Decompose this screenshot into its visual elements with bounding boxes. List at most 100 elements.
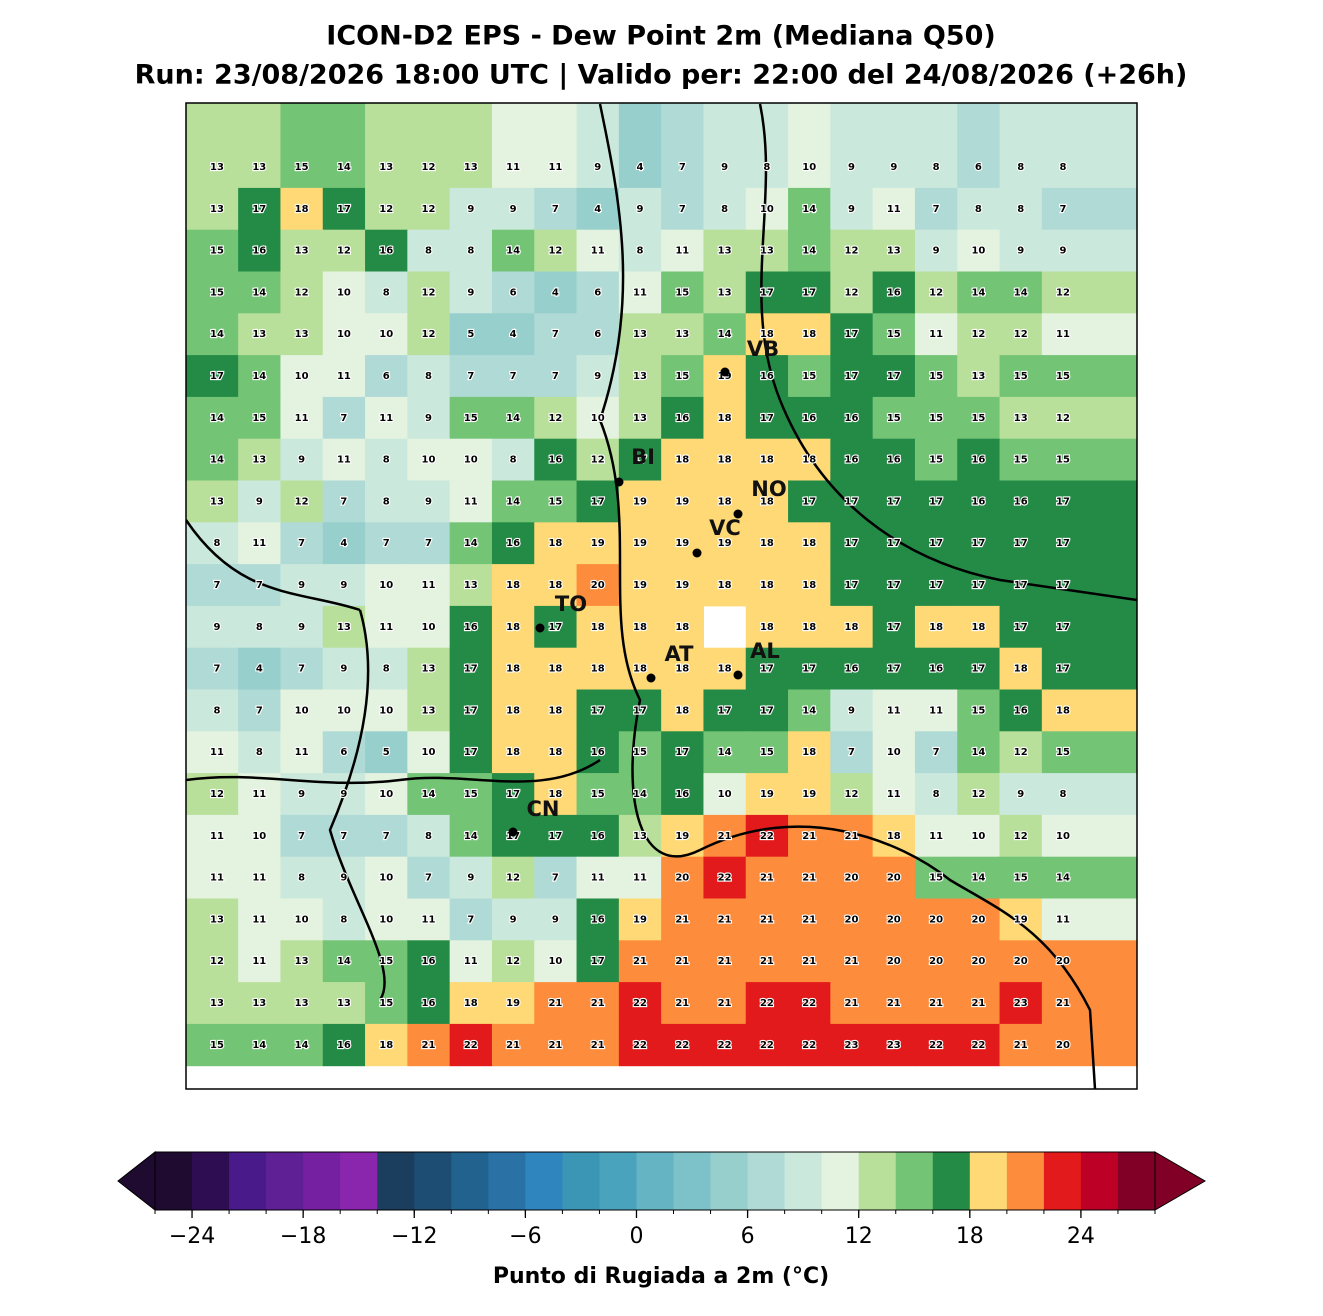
field-cell xyxy=(661,271,704,314)
grid-value: 16 xyxy=(337,1040,351,1051)
field-cell xyxy=(914,898,958,941)
field-cell xyxy=(576,229,620,272)
grid-value: 12 xyxy=(379,204,393,215)
grid-value: 14 xyxy=(718,747,732,758)
field-cell xyxy=(618,229,662,272)
grid-value: 21 xyxy=(633,956,647,967)
field-cell xyxy=(661,229,704,272)
grid-value: 16 xyxy=(506,538,520,549)
grid-value: 17 xyxy=(845,496,859,507)
grid-value: 7 xyxy=(552,204,559,215)
grid-value: 11 xyxy=(633,873,647,884)
field-cell xyxy=(830,438,874,481)
grid-value: 21 xyxy=(718,831,732,842)
grid-value: 18 xyxy=(802,329,816,340)
field-cell xyxy=(322,187,366,231)
grid-value: 17 xyxy=(1056,664,1070,675)
field-cell xyxy=(407,814,451,858)
field-cell xyxy=(322,271,366,314)
grid-value: 15 xyxy=(887,413,901,424)
field-cell xyxy=(618,898,662,941)
field-cell xyxy=(280,313,324,356)
grid-value: 12 xyxy=(971,789,985,800)
grid-value: 7 xyxy=(552,873,559,884)
field-cell xyxy=(576,396,620,440)
grid-value: 14 xyxy=(633,789,647,800)
grid-value: 12 xyxy=(929,287,943,298)
grid-value: 14 xyxy=(802,204,816,215)
grid-value: 17 xyxy=(633,455,647,466)
grid-value: 10 xyxy=(422,747,436,758)
field-cell xyxy=(1041,689,1137,732)
grid-value: 9 xyxy=(425,496,432,507)
grid-value: 9 xyxy=(848,204,855,215)
colorbar-segment xyxy=(747,1152,786,1210)
grid-value: 7 xyxy=(340,496,347,507)
grid-value: 13 xyxy=(633,413,647,424)
field-cell xyxy=(238,229,281,272)
field-cell xyxy=(872,773,916,816)
grid-value: 12 xyxy=(506,873,520,884)
grid-value: 13 xyxy=(295,246,309,257)
field-cell xyxy=(914,856,958,899)
grid-value: 16 xyxy=(464,622,478,633)
grid-value: 9 xyxy=(298,580,305,591)
grid-value: 19 xyxy=(633,580,647,591)
field-cell xyxy=(999,689,1043,732)
field-cell xyxy=(914,647,958,690)
field-cell xyxy=(745,355,789,398)
grid-value: 11 xyxy=(422,580,436,591)
grid-value: 12 xyxy=(295,496,309,507)
field-cell xyxy=(914,271,958,314)
grid-value: 22 xyxy=(760,998,774,1009)
field-cell xyxy=(186,187,239,231)
grid-value: 23 xyxy=(1014,998,1028,1009)
grid-value: 16 xyxy=(760,371,774,382)
field-cell xyxy=(407,103,451,189)
grid-value: 9 xyxy=(510,204,517,215)
grid-value: 13 xyxy=(295,329,309,340)
field-cell xyxy=(576,773,620,816)
title: ICON-D2 EPS - Dew Point 2m (Mediana Q50) xyxy=(326,21,995,52)
grid-value: 17 xyxy=(1056,496,1070,507)
grid-value: 17 xyxy=(802,496,816,507)
grid-value: 7 xyxy=(340,831,347,842)
colorbar-segment xyxy=(303,1152,341,1210)
field-cell xyxy=(534,982,578,1025)
field-cell xyxy=(407,564,451,607)
field-cell xyxy=(280,480,324,523)
field-cell xyxy=(703,271,747,314)
grid-value: 21 xyxy=(675,956,689,967)
grid-value: 21 xyxy=(548,998,562,1009)
grid-value: 16 xyxy=(971,496,985,507)
field-cell xyxy=(186,103,239,189)
grid-value: 8 xyxy=(467,246,474,257)
grid-value: 15 xyxy=(929,371,943,382)
field-cell xyxy=(449,229,493,272)
field-cell xyxy=(534,229,578,272)
field-cell xyxy=(491,731,535,774)
field-cell xyxy=(661,396,704,440)
field-cell xyxy=(534,814,578,858)
field-cell xyxy=(491,103,535,189)
grid-value: 12 xyxy=(422,329,436,340)
grid-value: 19 xyxy=(760,789,774,800)
grid-value: 10 xyxy=(379,705,393,716)
grid-value: 21 xyxy=(802,914,816,925)
grid-value: 18 xyxy=(675,622,689,633)
field-cell xyxy=(788,271,831,314)
grid-value: 17 xyxy=(971,580,985,591)
field-cell xyxy=(280,229,324,272)
field-cell xyxy=(186,814,239,858)
field-cell xyxy=(238,898,281,941)
grid-value: 15 xyxy=(379,998,393,1009)
field-cell xyxy=(280,898,324,941)
field-cell xyxy=(745,982,789,1025)
grid-value: 14 xyxy=(506,496,520,507)
field-cell xyxy=(914,940,958,983)
grid-value: 17 xyxy=(548,831,562,842)
field-cell xyxy=(365,689,408,732)
field-cell xyxy=(661,605,704,649)
grid-value: 8 xyxy=(1060,162,1067,173)
grid-value: 12 xyxy=(210,789,224,800)
